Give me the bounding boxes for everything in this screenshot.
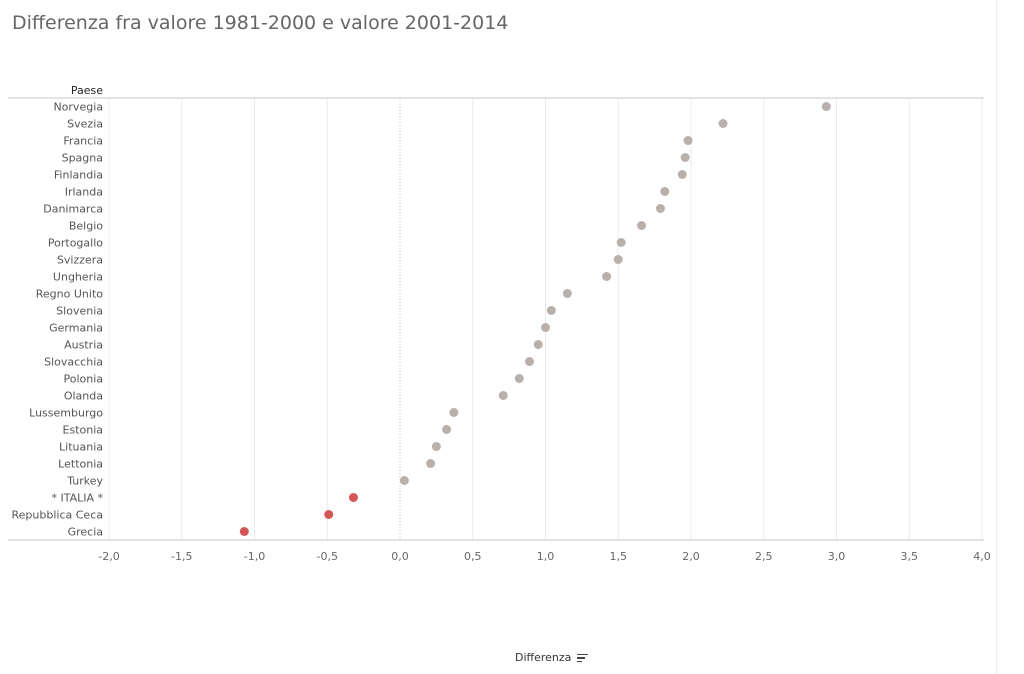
- row-label: Grecia: [68, 526, 103, 539]
- data-point: [683, 136, 693, 145]
- data-point: [613, 255, 623, 264]
- row-label: Lettonia: [58, 458, 103, 471]
- data-point: [655, 204, 665, 213]
- data-point: [399, 476, 409, 485]
- row-label: Lituania: [59, 441, 103, 454]
- row-label: Danimarca: [43, 203, 103, 216]
- data-point: [680, 153, 690, 162]
- x-tick-label: -2,0: [98, 550, 119, 563]
- x-tick-label: -1,5: [171, 550, 192, 563]
- row-label: Portogallo: [48, 237, 103, 250]
- x-tick-label: 0,5: [464, 550, 482, 563]
- chart-title: Differenza fra valore 1981-2000 e valore…: [12, 12, 509, 34]
- x-tick-label: -0,5: [317, 550, 338, 563]
- data-point: [546, 306, 556, 315]
- x-tick-label: 1,5: [610, 550, 628, 563]
- sort-descending-icon[interactable]: [577, 653, 589, 663]
- x-tick-label: 3,0: [828, 550, 846, 563]
- data-point: [602, 272, 612, 281]
- data-point: [449, 408, 459, 417]
- row-labels: Norvegia Svezia Francia Spagna Finlandia Irla…: [12, 101, 104, 539]
- row-label: Austria: [64, 339, 103, 352]
- x-tick-label: 3,5: [901, 550, 919, 563]
- data-point: [562, 289, 572, 298]
- data-point: [660, 187, 670, 196]
- row-label: Svizzera: [57, 254, 103, 267]
- data-point: [348, 493, 358, 502]
- row-label: Slovenia: [56, 305, 103, 318]
- data-point: [498, 391, 508, 400]
- data-point: [616, 238, 626, 247]
- row-label: Svezia: [67, 118, 103, 131]
- row-label: Estonia: [63, 424, 104, 437]
- x-tick-label: 2,5: [755, 550, 773, 563]
- row-label: Regno Unito: [36, 288, 103, 301]
- row-label: Francia: [63, 135, 103, 148]
- data-point: [239, 527, 249, 536]
- data-point: [541, 323, 550, 332]
- header-row: Paese: [8, 84, 984, 99]
- row-header-label: Paese: [71, 84, 103, 97]
- data-point: [677, 170, 687, 179]
- row-label: Turkey: [66, 475, 103, 488]
- data-point: [431, 442, 441, 451]
- panel-divider: [996, 0, 997, 674]
- row-label: Germania: [49, 322, 103, 335]
- row-label: Irlanda: [65, 186, 103, 199]
- data-points: [239, 102, 831, 536]
- data-point: [533, 340, 543, 349]
- row-label: Polonia: [63, 373, 103, 386]
- row-label: * ITALIA *: [51, 492, 103, 505]
- data-point: [442, 425, 452, 434]
- data-point: [524, 357, 534, 366]
- row-label: Olanda: [64, 390, 103, 403]
- data-point: [514, 374, 524, 383]
- row-label: Norvegia: [53, 101, 103, 114]
- row-label: Lussemburgo: [29, 407, 103, 420]
- row-label: Finlandia: [54, 169, 103, 182]
- gridlines: [108, 98, 983, 540]
- data-point: [718, 119, 728, 128]
- row-label: Slovacchia: [44, 356, 103, 369]
- data-point: [426, 459, 436, 468]
- x-tick-label: 0,0: [391, 550, 409, 563]
- x-axis: -2,0 -1,5 -1,0 -0,5 0,0 0,5 1,0 1,5 2,0 2,5 3,0 3,5…: [8, 539, 991, 563]
- data-point: [637, 221, 647, 230]
- x-tick-label: -1,0: [244, 550, 265, 563]
- row-label: Repubblica Ceca: [12, 509, 103, 522]
- data-point: [324, 510, 334, 519]
- row-label: Ungheria: [53, 271, 103, 284]
- x-axis-title-label: Differenza: [515, 651, 572, 664]
- x-tick-label: 1,0: [537, 550, 555, 563]
- x-tick-label: 4,0: [973, 550, 991, 563]
- data-point: [821, 102, 831, 111]
- row-label: Spagna: [62, 152, 103, 165]
- x-tick-label: 2,0: [682, 550, 700, 563]
- x-axis-title[interactable]: Differenza: [515, 651, 589, 664]
- row-label: Belgio: [69, 220, 103, 233]
